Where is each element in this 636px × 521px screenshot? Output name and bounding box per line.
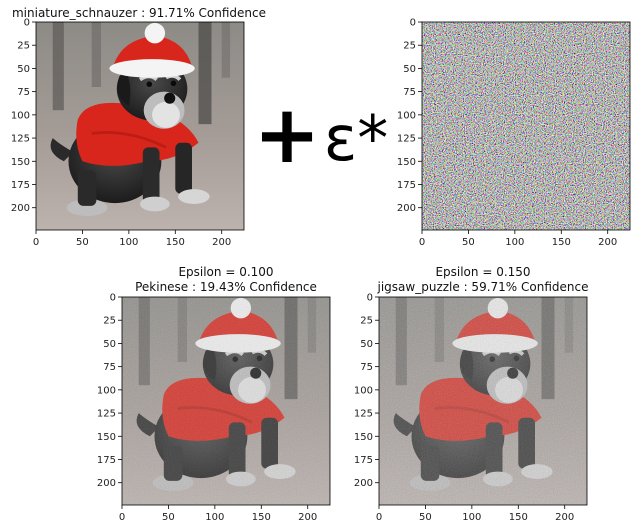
x-tick-label: 0	[376, 512, 382, 521]
y-tick-label: 0	[410, 18, 416, 29]
perturbation-panel	[421, 21, 631, 231]
x-tick-label: 150	[166, 237, 185, 248]
panel-title: Epsilon = 0.100	[178, 265, 273, 279]
y-tick-label: 50	[403, 64, 416, 75]
y-tick-label: 125	[97, 409, 116, 420]
y-tick-label: 0	[110, 293, 116, 304]
y-tick-label: 0	[367, 293, 373, 304]
x-tick-label: 150	[252, 512, 271, 521]
y-tick-label: 75	[403, 87, 416, 98]
y-tick-label: 0	[24, 18, 30, 29]
x-tick-label: 50	[462, 237, 475, 248]
x-tick-label: 200	[555, 512, 574, 521]
x-tick-label: 100	[462, 512, 481, 521]
x-tick-label: 50	[419, 512, 432, 521]
y-tick-label: 100	[97, 385, 116, 396]
x-tick-label: 150	[509, 512, 528, 521]
y-tick-label: 200	[11, 203, 30, 214]
plot-frame	[421, 21, 631, 231]
adversarial-panel-eps-0.150: Epsilon = 0.150 jigsaw_puzzle : 59.71% C…	[377, 265, 589, 507]
panel-subtitle: Pekinese : 19.43% Confidence	[135, 280, 317, 294]
plot-frame	[35, 21, 245, 231]
x-tick-label: 100	[505, 237, 524, 248]
original-image	[34, 20, 246, 232]
y-tick-label: 100	[354, 385, 373, 396]
panel-subtitle: jigsaw_puzzle : 59.71% Confidence	[377, 280, 589, 294]
y-tick-label: 200	[354, 478, 373, 489]
x-tick-label: 200	[212, 237, 231, 248]
y-tick-label: 25	[403, 41, 416, 52]
original-image-panel: miniature_schnauzer : 91.71% Confidence	[12, 6, 266, 232]
y-tick-label: 50	[17, 64, 30, 75]
y-tick-label: 50	[103, 339, 116, 350]
y-tick-label: 75	[17, 87, 30, 98]
y-tick-label: 150	[397, 157, 416, 168]
adversarial-image	[120, 295, 332, 507]
y-tick-label: 175	[354, 455, 373, 466]
panel-title: miniature_schnauzer : 91.71% Confidence	[12, 6, 266, 20]
y-tick-label: 175	[11, 180, 30, 191]
y-tick-label: 125	[354, 409, 373, 420]
x-tick-label: 150	[552, 237, 571, 248]
x-tick-label: 0	[419, 237, 425, 248]
y-tick-label: 175	[397, 180, 416, 191]
y-tick-label: 150	[97, 432, 116, 443]
y-tick-label: 25	[103, 316, 116, 327]
y-tick-label: 150	[354, 432, 373, 443]
x-tick-label: 100	[119, 237, 138, 248]
y-tick-label: 100	[11, 110, 30, 121]
y-tick-label: 200	[397, 203, 416, 214]
y-tick-label: 125	[397, 134, 416, 145]
y-tick-label: 50	[360, 339, 373, 350]
x-tick-label: 50	[76, 237, 89, 248]
axes-ticks: 0 50 100 150 200 0 25 50 75 100 125 150 175 200 0 50 100…	[11, 18, 617, 521]
plus-symbol: +	[253, 88, 320, 181]
panel-title: Epsilon = 0.150	[435, 265, 530, 279]
y-tick-label: 25	[360, 316, 373, 327]
x-tick-label: 200	[298, 512, 317, 521]
y-tick-label: 75	[360, 362, 373, 373]
x-tick-label: 200	[598, 237, 617, 248]
y-tick-label: 125	[11, 134, 30, 145]
y-tick-label: 175	[97, 455, 116, 466]
x-tick-label: 0	[119, 512, 125, 521]
adversarial-image	[377, 295, 589, 507]
x-tick-label: 100	[205, 512, 224, 521]
x-tick-label: 0	[33, 237, 39, 248]
perturbation-image	[422, 22, 630, 230]
epsilon-times-symbol: ε*	[324, 102, 389, 175]
plot-frame	[121, 296, 331, 506]
y-tick-label: 75	[103, 362, 116, 373]
y-tick-label: 150	[11, 157, 30, 168]
adversarial-panel-eps-0.100: Epsilon = 0.100 Pekinese : 19.43% Confid…	[120, 265, 332, 507]
plot-frame	[378, 296, 588, 506]
y-tick-label: 25	[17, 41, 30, 52]
x-tick-label: 50	[162, 512, 175, 521]
y-tick-label: 200	[97, 478, 116, 489]
y-tick-label: 100	[397, 110, 416, 121]
